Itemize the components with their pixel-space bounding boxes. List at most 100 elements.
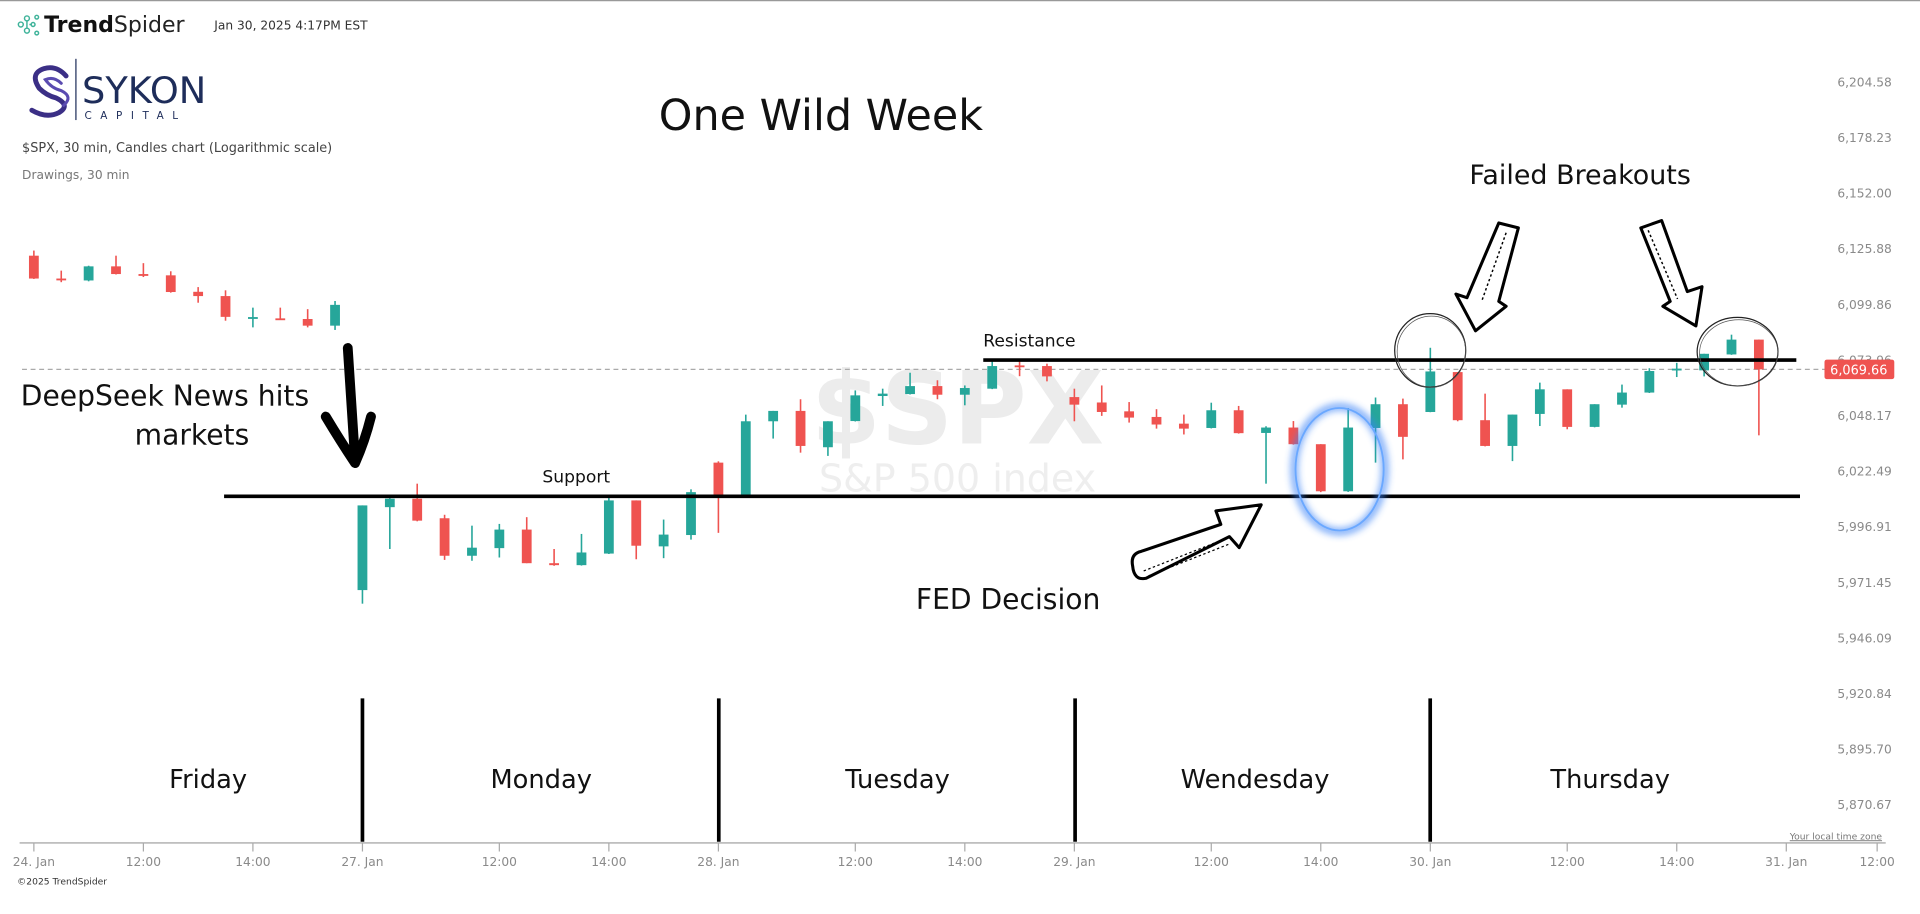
candle xyxy=(1288,421,1299,445)
timezone-link[interactable]: Your local time zone xyxy=(1789,831,1883,842)
candle-body xyxy=(248,317,258,319)
copyright: ©2025 TrendSpider xyxy=(17,877,107,888)
hand-drawn-arrow-icon xyxy=(1454,221,1520,333)
failed-breakouts-label: Failed Breakouts xyxy=(1469,160,1691,191)
last-price-value: 6,069.66 xyxy=(1830,363,1887,378)
candle-body xyxy=(1014,365,1025,368)
x-tick-label: 14:00 xyxy=(1303,855,1338,869)
x-tick-label: 12:00 xyxy=(1194,855,1229,869)
candle-body xyxy=(1370,404,1381,428)
candle-body xyxy=(658,534,669,547)
candle-body xyxy=(439,518,450,556)
y-tick-label: 6,152.00 xyxy=(1837,187,1891,201)
drawings-info: Drawings, 30 min xyxy=(22,168,130,182)
candle xyxy=(1014,360,1025,377)
candle-body xyxy=(1534,389,1545,414)
x-tick-label: 14:00 xyxy=(591,855,626,869)
candle-body xyxy=(1671,368,1682,371)
candle xyxy=(494,523,505,558)
candle xyxy=(1534,382,1545,427)
candle xyxy=(549,548,560,566)
candle xyxy=(1178,414,1189,435)
candle-body xyxy=(28,255,39,279)
candle xyxy=(56,270,67,283)
candle-body xyxy=(877,393,888,397)
candle xyxy=(165,271,176,293)
x-axis: 24. Jan 12:00 14:00 27. Jan 12:00 14:00 28. Ja… xyxy=(13,842,1895,869)
hand-drawn-arrow-icon xyxy=(1130,503,1263,581)
candle-body xyxy=(603,500,614,554)
candle-body xyxy=(740,421,751,496)
y-tick-label: 5,920.84 xyxy=(1837,687,1892,701)
candle-body xyxy=(1178,423,1189,429)
candle-body xyxy=(905,386,915,395)
day-label-friday: Friday xyxy=(169,765,247,795)
candle-body xyxy=(823,421,833,448)
candle-body xyxy=(1753,339,1764,370)
candle-body xyxy=(1124,411,1135,418)
day-label-monday: Monday xyxy=(490,765,592,795)
candle xyxy=(1206,402,1217,429)
breakout-circle-1-sketch xyxy=(1396,315,1467,388)
arrow-hatching xyxy=(1480,232,1507,302)
candle xyxy=(330,301,340,330)
candle xyxy=(768,410,779,439)
sykon-logo-text: SYKON xyxy=(82,69,206,112)
candle xyxy=(905,372,915,395)
candle-body xyxy=(138,274,149,276)
x-tick-label: 14:00 xyxy=(1659,855,1694,869)
trendspider-logo: TrendSpider xyxy=(44,13,185,38)
y-tick-label: 6,048.17 xyxy=(1837,409,1891,423)
candle-body xyxy=(1233,410,1244,434)
candle-body xyxy=(384,498,395,508)
y-tick-label: 6,204.58 xyxy=(1837,75,1891,89)
candle xyxy=(1315,444,1326,493)
candle-body xyxy=(467,547,477,556)
candle xyxy=(795,399,806,453)
day-label-tuesday: Tuesday xyxy=(844,765,950,795)
x-tick-label: 14:00 xyxy=(947,855,982,869)
fed-highlight-glow xyxy=(1291,403,1388,535)
deepseek-label-line1: DeepSeek News hits xyxy=(21,380,309,413)
candle-body xyxy=(1507,414,1518,446)
day-label-thursday: Thursday xyxy=(1549,765,1670,795)
candle xyxy=(1042,363,1052,382)
candle xyxy=(1124,402,1135,423)
candles xyxy=(28,250,1764,604)
x-tick-label: 12:00 xyxy=(126,855,161,869)
candle xyxy=(1507,414,1518,462)
y-tick-label: 6,125.88 xyxy=(1837,242,1891,256)
candle-body xyxy=(330,304,340,326)
candle-body xyxy=(1206,410,1217,428)
candle xyxy=(1233,405,1244,434)
x-tick-label: 12:00 xyxy=(482,855,517,869)
candle xyxy=(850,390,861,422)
candle-body xyxy=(1699,353,1710,371)
candle-body xyxy=(1644,371,1655,393)
candle-body xyxy=(494,529,505,549)
x-tick-label: 12:00 xyxy=(1550,855,1585,869)
candle-body xyxy=(795,410,806,446)
candle xyxy=(1261,426,1271,484)
candle xyxy=(275,307,286,321)
x-tick-label: 31. Jan xyxy=(1765,855,1807,869)
candle xyxy=(412,483,423,522)
candle-body xyxy=(56,278,67,281)
candle-body xyxy=(549,563,560,566)
candle-body xyxy=(1617,392,1627,405)
candle xyxy=(959,385,970,406)
breakout-circle-2-sketch xyxy=(1699,319,1779,387)
y-tick-label: 6,178.23 xyxy=(1837,131,1891,145)
candle xyxy=(932,380,943,400)
watermark-name: S&P 500 index xyxy=(819,456,1096,500)
candle-body xyxy=(302,319,313,326)
candle xyxy=(467,525,477,561)
candle xyxy=(658,519,669,559)
resistance-label: Resistance xyxy=(983,332,1075,352)
breakout-circle-2 xyxy=(1696,316,1779,387)
candle xyxy=(357,505,368,604)
candle xyxy=(1069,388,1080,422)
candle xyxy=(138,263,149,278)
candle-body xyxy=(959,388,970,395)
